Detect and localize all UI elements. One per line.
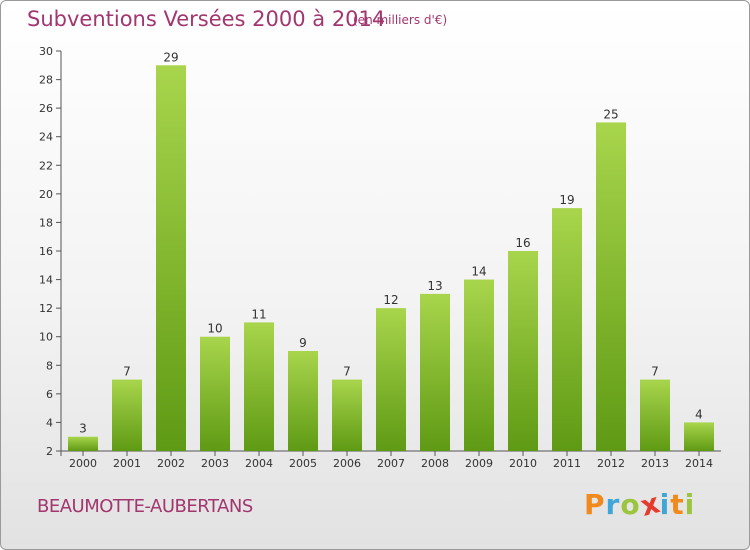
bar [420, 293, 450, 451]
y-tick-label: 2 [46, 445, 53, 458]
bar [684, 422, 714, 451]
x-tick-label: 2002 [157, 457, 185, 470]
bar [464, 279, 494, 451]
data-label: 3 [79, 422, 87, 436]
data-label: 13 [427, 279, 442, 293]
y-tick-label: 28 [39, 74, 53, 87]
y-tick-label: 14 [39, 274, 53, 287]
logo-letter: i [659, 488, 671, 521]
x-tick-label: 2004 [245, 457, 273, 470]
logo-letter: o [620, 488, 641, 521]
x-tick-label: 2003 [201, 457, 229, 470]
data-label: 11 [251, 307, 266, 321]
data-label: 29 [163, 50, 178, 64]
y-tick-label: 30 [39, 45, 53, 58]
data-label: 19 [559, 193, 574, 207]
data-label: 16 [515, 236, 530, 250]
logo-letter: r [605, 488, 621, 521]
data-label: 7 [651, 365, 659, 379]
data-label: 7 [123, 365, 131, 379]
bar [640, 379, 670, 451]
y-tick-label: 8 [46, 359, 53, 372]
y-tick-label: 24 [39, 131, 53, 144]
x-tick-label: 2010 [509, 457, 537, 470]
bar [112, 379, 142, 451]
x-tick-label: 2001 [113, 457, 141, 470]
bar [288, 351, 318, 451]
bar [332, 379, 362, 451]
y-tick-label: 18 [39, 216, 53, 229]
data-label: 14 [471, 265, 486, 279]
data-label: 9 [299, 336, 307, 350]
x-tick-label: 2007 [377, 457, 405, 470]
logo-letter: P [584, 488, 606, 521]
bar [200, 336, 230, 451]
data-label: 12 [383, 293, 398, 307]
y-tick-label: 22 [39, 159, 53, 172]
bar [508, 251, 538, 451]
y-tick-label: 16 [39, 245, 53, 258]
bar [244, 322, 274, 451]
bar [596, 122, 626, 451]
bar [376, 308, 406, 451]
x-tick-label: 2005 [289, 457, 317, 470]
bar [552, 208, 582, 451]
x-tick-label: 2011 [553, 457, 581, 470]
y-tick-label: 20 [39, 188, 53, 201]
y-tick-label: 12 [39, 302, 53, 315]
y-tick-label: 4 [46, 416, 53, 429]
commune-name: BEAUMOTTE-AUBERTANS [37, 496, 253, 517]
x-tick-label: 2000 [69, 457, 97, 470]
x-tick-label: 2013 [641, 457, 669, 470]
logo-letter: t [670, 488, 685, 521]
x-tick-label: 2012 [597, 457, 625, 470]
chart-subtitle: (en milliers d'€) [353, 13, 448, 27]
bar [68, 436, 98, 451]
x-tick-label: 2008 [421, 457, 449, 470]
data-label: 10 [207, 322, 222, 336]
logo-letter: i [684, 488, 696, 521]
data-label: 25 [603, 107, 618, 121]
data-labels: 3 7 29 10 11 9 7 12 13 14 16 19 25 7 4 [79, 50, 703, 435]
y-tick-label: 6 [46, 388, 53, 401]
data-label: 4 [695, 407, 703, 421]
bars [68, 65, 714, 452]
y-tick-label: 10 [39, 331, 53, 344]
data-label: 7 [343, 365, 351, 379]
x-tick-label: 2006 [333, 457, 361, 470]
bar [156, 65, 186, 452]
x-tick-label: 2009 [465, 457, 493, 470]
chart-title: Subventions Versées 2000 à 2014 [27, 7, 386, 31]
proxiti-logo: Proxiti [584, 486, 696, 523]
x-tick-label: 2014 [685, 457, 713, 470]
y-tick-label: 26 [39, 102, 53, 115]
